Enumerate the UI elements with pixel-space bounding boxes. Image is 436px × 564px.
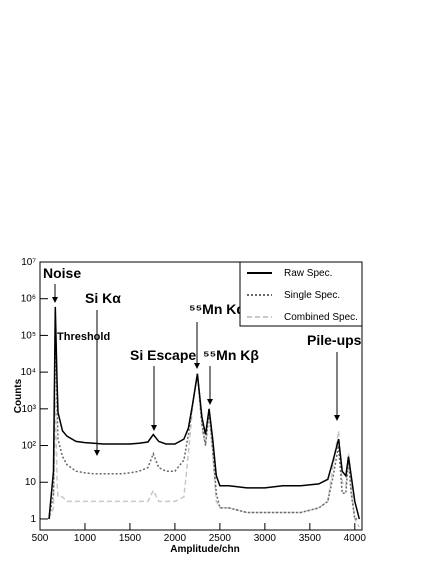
y-tick-label: 10⁶ xyxy=(21,294,36,305)
annotation: Si Kα xyxy=(85,290,121,306)
annotation: Si Escape xyxy=(130,347,196,363)
annotation: ⁵⁵Mn Kβ xyxy=(203,347,259,363)
x-tick-label: 3500 xyxy=(299,533,322,544)
x-tick-label: 1000 xyxy=(74,533,97,544)
x-tick-label: 3000 xyxy=(254,533,277,544)
y-tick-label: 10² xyxy=(22,441,37,452)
x-tick-label: 500 xyxy=(32,533,49,544)
annotations: Noise Si Kα Threshold Si Escape ⁵⁵Mn Kα … xyxy=(43,265,362,456)
x-axis-title: Amplitude/chn xyxy=(170,544,239,555)
spectrum-line xyxy=(48,306,361,520)
annotation: ⁵⁵Mn Kα xyxy=(189,301,245,317)
x-tick-label: 2000 xyxy=(164,533,187,544)
annotation: Noise xyxy=(43,265,81,281)
legend-label: Raw Spec. xyxy=(284,268,332,279)
plot-frame xyxy=(39,261,363,531)
y-tick-label: 1 xyxy=(30,514,36,525)
spectrum-line xyxy=(48,373,360,528)
y-tick-label: 10³ xyxy=(22,404,37,415)
legend-label: Combined Spec. xyxy=(284,312,358,323)
annotation: Pile-ups xyxy=(307,332,362,348)
y-tick-label: 10 xyxy=(25,477,37,488)
y-tick-label: 10⁴ xyxy=(21,367,36,378)
legend-label: Single Spec. xyxy=(284,290,340,301)
plot-area xyxy=(48,306,361,528)
y-tick-label: 10⁵ xyxy=(21,330,36,341)
annotation: Threshold xyxy=(57,331,110,343)
x-tick-label: 2500 xyxy=(209,533,232,544)
y-tick-label: 10⁷ xyxy=(21,257,36,268)
y-axis-title: Counts xyxy=(13,378,24,413)
x-tick-label: 4000 xyxy=(344,533,367,544)
x-tick-label: 1500 xyxy=(119,533,142,544)
